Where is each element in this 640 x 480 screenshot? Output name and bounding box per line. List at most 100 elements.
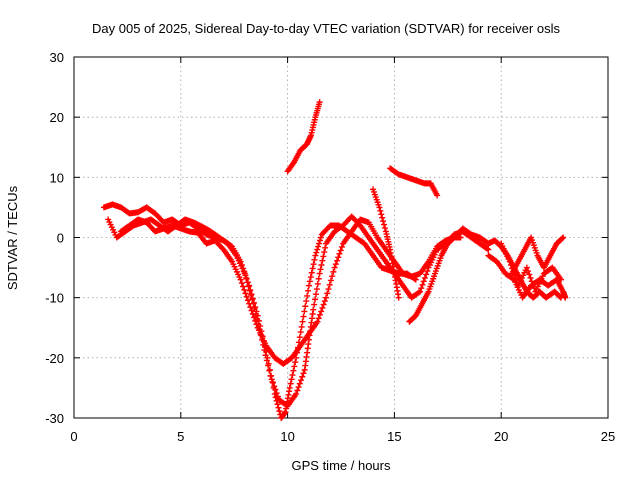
data-point bbox=[309, 265, 316, 272]
data-point bbox=[310, 261, 317, 268]
data-point bbox=[288, 376, 295, 383]
data-track bbox=[284, 99, 323, 175]
data-point bbox=[523, 264, 530, 271]
data-point bbox=[320, 253, 327, 260]
data-point bbox=[300, 313, 307, 320]
data-point bbox=[314, 318, 321, 325]
data-point bbox=[484, 245, 491, 252]
data-point bbox=[238, 280, 245, 287]
data-point bbox=[434, 192, 441, 199]
data-point bbox=[299, 318, 306, 325]
data-point bbox=[319, 304, 326, 311]
data-point bbox=[289, 372, 296, 379]
data-track bbox=[117, 216, 492, 367]
data-track bbox=[105, 213, 492, 409]
data-point bbox=[327, 277, 334, 284]
data-point bbox=[321, 249, 328, 256]
data-point bbox=[275, 404, 282, 411]
data-point bbox=[558, 294, 565, 301]
data-point bbox=[265, 362, 272, 369]
data-point bbox=[244, 279, 251, 286]
data-point bbox=[296, 380, 303, 387]
data-point bbox=[276, 408, 283, 415]
data-point bbox=[335, 254, 342, 261]
y-axis-label: SDTVAR / TECUs bbox=[5, 185, 20, 290]
data-point bbox=[525, 268, 532, 275]
data-point bbox=[305, 282, 312, 289]
data-point bbox=[314, 246, 321, 253]
data-point bbox=[313, 249, 320, 256]
data-point bbox=[302, 303, 309, 310]
data-point bbox=[252, 317, 259, 324]
data-point bbox=[329, 273, 336, 280]
data-point bbox=[557, 293, 564, 300]
x-tick-label: 15 bbox=[387, 429, 401, 444]
data-point bbox=[246, 287, 253, 294]
data-point bbox=[424, 268, 431, 275]
data-point bbox=[274, 401, 281, 408]
data-point bbox=[247, 292, 254, 299]
y-tick-label: 0 bbox=[57, 231, 64, 246]
data-point bbox=[249, 310, 256, 317]
data-point bbox=[315, 275, 322, 282]
y-tick-label: 30 bbox=[50, 50, 64, 65]
data-point bbox=[334, 257, 341, 264]
data-track bbox=[508, 234, 567, 277]
data-point bbox=[245, 283, 252, 290]
y-tick-label: 10 bbox=[50, 170, 64, 185]
y-tick-labels: -30 -20 -10 0 10 20 30 bbox=[45, 50, 64, 426]
data-point bbox=[381, 221, 388, 228]
data-point bbox=[377, 207, 384, 214]
data-point bbox=[290, 367, 297, 374]
data-point bbox=[395, 294, 402, 301]
data-point bbox=[287, 380, 294, 387]
data-point bbox=[485, 246, 492, 253]
data-point bbox=[314, 280, 321, 287]
data-point bbox=[379, 214, 386, 221]
data-point bbox=[559, 235, 566, 242]
data-point bbox=[311, 301, 318, 308]
data-point bbox=[558, 276, 565, 283]
x-tick-label: 10 bbox=[280, 429, 294, 444]
data-point bbox=[316, 240, 323, 247]
data-point bbox=[526, 271, 533, 278]
data-point bbox=[381, 225, 388, 232]
data-point bbox=[325, 286, 332, 293]
data-point bbox=[330, 268, 337, 275]
data-point bbox=[420, 278, 427, 285]
data-point bbox=[528, 278, 535, 285]
data-point bbox=[316, 237, 323, 244]
data-point bbox=[251, 314, 258, 321]
x-axis-label: GPS time / hours bbox=[292, 458, 391, 473]
data-point bbox=[323, 294, 330, 301]
chart-title: Day 005 of 2025, Sidereal Day-to-day VTE… bbox=[92, 21, 560, 36]
data-point bbox=[316, 270, 323, 277]
data-point bbox=[246, 300, 253, 307]
data-point bbox=[296, 334, 303, 341]
data-point bbox=[268, 376, 275, 383]
data-track bbox=[370, 186, 402, 301]
data-track bbox=[387, 165, 441, 199]
y-tick-label: -20 bbox=[45, 351, 64, 366]
data-point bbox=[529, 281, 536, 288]
data-point bbox=[316, 311, 323, 318]
data-point bbox=[376, 204, 383, 211]
data-point bbox=[378, 211, 385, 218]
data-point bbox=[269, 379, 276, 386]
data-point bbox=[317, 266, 324, 273]
data-point bbox=[249, 296, 256, 303]
data-point bbox=[423, 271, 430, 278]
data-point bbox=[312, 252, 319, 259]
data-point bbox=[297, 329, 304, 336]
data-point bbox=[291, 363, 298, 370]
data-point bbox=[267, 372, 274, 379]
data-point bbox=[306, 278, 313, 285]
data-point bbox=[318, 262, 325, 269]
y-tick-label: 20 bbox=[50, 110, 64, 125]
data-point bbox=[290, 160, 297, 167]
data-point bbox=[503, 251, 510, 258]
data-point bbox=[313, 286, 320, 293]
data-point bbox=[243, 274, 250, 281]
data-point bbox=[263, 357, 270, 364]
data-point bbox=[418, 285, 425, 292]
